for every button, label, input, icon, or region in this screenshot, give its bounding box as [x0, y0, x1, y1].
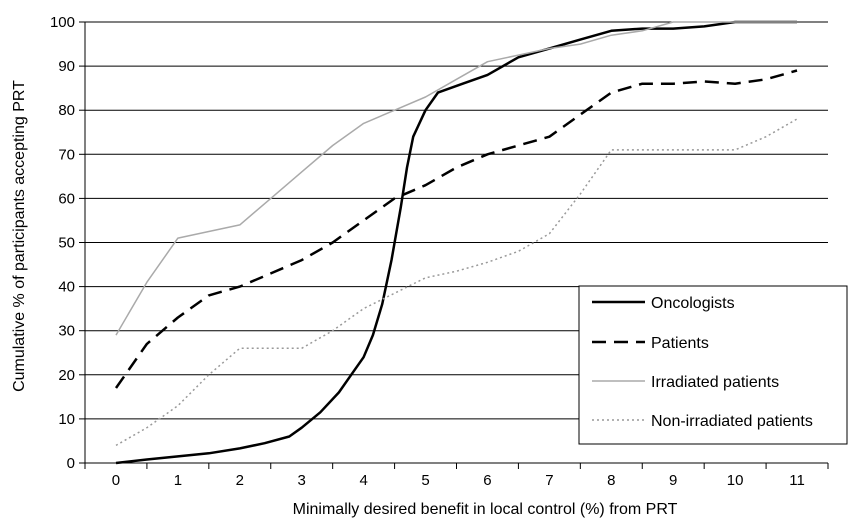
y-tick-label: 20 [58, 367, 75, 384]
x-tick-label: 9 [669, 472, 677, 489]
y-tick-label: 50 [58, 235, 75, 252]
y-tick-label: 30 [58, 323, 75, 340]
tick-labels: 0 10 20 30 40 50 60 70 80 90 100 0 1 2 3 4 5 6 7 8 9 10 11 [50, 14, 805, 489]
y-tick-label: 10 [58, 411, 75, 428]
y-tick-label: 80 [58, 102, 75, 119]
legend: Oncologists Patients Irradiated patients… [578, 285, 848, 445]
x-tick-label: 11 [789, 472, 805, 489]
series-line-patients [114, 69, 798, 389]
legend-box [578, 285, 848, 445]
y-tick-label: 0 [67, 455, 75, 472]
y-tick-label: 90 [58, 58, 75, 75]
series-line-oncologists [115, 20, 797, 465]
series-line-non-irradiated-patients [115, 118, 798, 447]
x-axis-title: Minimally desired benefit in local contr… [293, 501, 678, 518]
legend-label-irradiated-patients: Irradiated patients [651, 374, 779, 391]
x-tick-label: 8 [607, 472, 615, 489]
legend-label-patients: Patients [651, 335, 709, 352]
y-tick-label: 40 [58, 279, 75, 296]
axes [79, 21, 829, 469]
x-tick-label: 7 [545, 472, 553, 489]
x-tick-label: 4 [359, 472, 367, 489]
y-tick-label: 60 [58, 190, 75, 207]
series-lines [114, 20, 798, 465]
x-tick-label: 10 [727, 472, 744, 489]
x-tick-label: 1 [174, 472, 182, 489]
series-line-irradiated-patients [115, 21, 797, 336]
x-tick-label: 2 [236, 472, 244, 489]
legend-label-non-irradiated-patients: Non-irradiated patients [651, 413, 813, 430]
y-tick-label: 70 [58, 146, 75, 163]
x-tick-label: 3 [298, 472, 306, 489]
y-axis-title: Cumulative % of participants accepting P… [11, 80, 28, 392]
x-tick-label: 5 [421, 472, 429, 489]
y-tick-label: 100 [50, 14, 75, 31]
x-tick-label: 6 [483, 472, 491, 489]
legend-label-oncologists: Oncologists [651, 295, 735, 312]
x-tick-label: 0 [112, 472, 120, 489]
